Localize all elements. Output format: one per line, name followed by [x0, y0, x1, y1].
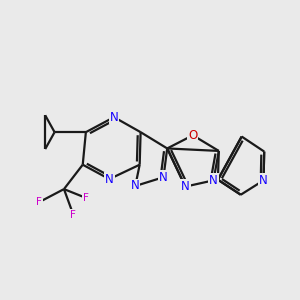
Text: O: O — [188, 129, 197, 142]
Text: N: N — [209, 174, 218, 187]
Text: N: N — [131, 179, 140, 193]
Text: F: F — [36, 197, 42, 207]
Text: N: N — [181, 180, 190, 193]
Text: N: N — [259, 174, 268, 187]
Text: N: N — [159, 171, 168, 184]
Text: F: F — [70, 210, 76, 220]
Text: F: F — [83, 193, 89, 203]
Text: N: N — [110, 111, 118, 124]
Text: N: N — [105, 172, 114, 186]
